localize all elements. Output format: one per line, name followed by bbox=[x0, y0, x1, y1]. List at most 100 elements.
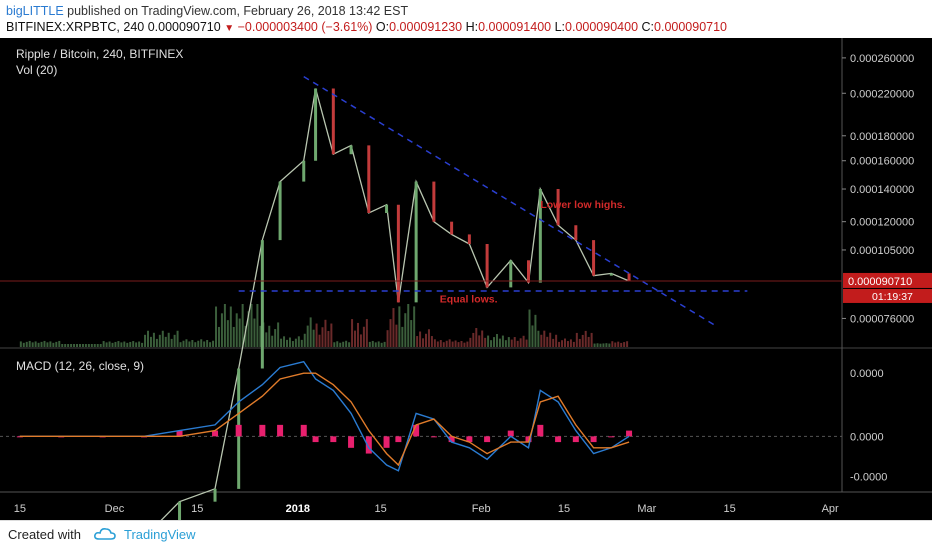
chart-canvas[interactable]: 15 Dec 15 2018 15 Feb 15 Mar 15 Apr 0.000260000 0.0… bbox=[0, 38, 932, 551]
macd-histogram-bar bbox=[430, 436, 437, 438]
volume-bar bbox=[605, 343, 608, 347]
time-tick-label: 15 bbox=[723, 503, 735, 515]
volume-bar bbox=[339, 342, 342, 347]
volume-bar bbox=[425, 333, 427, 347]
macd-histogram-bar bbox=[212, 430, 219, 437]
volume-bar bbox=[191, 339, 194, 347]
author-link[interactable]: bigLITTLE bbox=[6, 4, 64, 18]
macd-histogram-bar bbox=[608, 436, 615, 438]
volume-bar bbox=[549, 332, 552, 347]
volume-bar bbox=[558, 341, 561, 347]
volume-bar bbox=[212, 340, 215, 347]
volume-bar bbox=[513, 337, 516, 347]
open-value: 0.000091230 bbox=[389, 20, 463, 34]
volume-bar bbox=[161, 330, 164, 347]
volume-bar bbox=[617, 341, 620, 347]
volume-bar bbox=[271, 335, 274, 347]
volume-bar bbox=[590, 332, 593, 347]
low-label: L: bbox=[554, 20, 566, 34]
time-tick-label: Apr bbox=[822, 503, 839, 515]
volume-bar bbox=[226, 320, 229, 347]
volume-bar bbox=[147, 330, 149, 347]
high-label: H: bbox=[465, 20, 479, 34]
time-tick-label: Dec bbox=[105, 503, 125, 515]
volume-bar bbox=[93, 344, 96, 347]
volume-bar bbox=[460, 341, 463, 347]
volume-bar bbox=[324, 319, 327, 347]
macd-histogram-bar bbox=[448, 436, 455, 443]
volume-bar bbox=[555, 334, 558, 347]
price-tick-label: 0.000180000 bbox=[850, 131, 914, 143]
symbol-line: BITFINEX:XRPBTC, 240 0.000090710 ▼ −0.00… bbox=[6, 20, 727, 34]
volume-bar bbox=[433, 339, 436, 347]
volume-bar bbox=[439, 340, 442, 347]
volume-bar bbox=[430, 336, 433, 347]
annotation-lower-highs: Lower low highs. bbox=[540, 199, 625, 211]
price-tick-label: 0.000260000 bbox=[850, 53, 914, 65]
volume-bar bbox=[564, 338, 566, 347]
volume-bar bbox=[362, 326, 365, 347]
volume-bar bbox=[87, 344, 90, 347]
time-tick-label: 15 bbox=[191, 503, 203, 515]
volume-bar bbox=[46, 342, 49, 347]
volume-bar bbox=[510, 339, 513, 347]
volume-bar bbox=[22, 342, 25, 347]
volume-bar bbox=[280, 338, 283, 347]
volume-bar bbox=[291, 341, 294, 347]
volume-bar bbox=[259, 325, 262, 347]
open-label: O: bbox=[375, 20, 390, 34]
macd-histogram-bar bbox=[525, 436, 532, 443]
tradingview-logo[interactable]: TradingView bbox=[124, 527, 196, 542]
volume-bar bbox=[164, 336, 167, 347]
volume-bar bbox=[516, 340, 519, 347]
volume-bar bbox=[238, 318, 241, 347]
volume-bar bbox=[309, 317, 312, 347]
macd-histogram-bar bbox=[365, 436, 372, 454]
volume-bar bbox=[336, 341, 339, 347]
last-price-badge bbox=[843, 272, 932, 288]
volume-bar bbox=[155, 338, 158, 347]
volume-bar bbox=[129, 341, 132, 347]
volume-bar bbox=[330, 323, 333, 347]
volume-bar bbox=[531, 325, 534, 347]
volume-bar bbox=[277, 322, 280, 347]
volume-bar bbox=[552, 338, 555, 347]
volume-bar bbox=[599, 343, 602, 347]
volume-bar bbox=[247, 311, 250, 347]
volume-bar bbox=[114, 341, 117, 347]
macd-histogram-bar bbox=[383, 436, 390, 448]
volume-bar bbox=[611, 341, 614, 347]
chart-area[interactable]: 15 Dec 15 2018 15 Feb 15 Mar 15 Apr 0.000260000 0.0… bbox=[0, 38, 932, 551]
volume-bar bbox=[534, 314, 537, 347]
macd-histogram-bar bbox=[572, 436, 579, 443]
volume-bar bbox=[194, 342, 197, 347]
volume-bar bbox=[359, 334, 362, 347]
low-value: 0.000090400 bbox=[565, 20, 639, 34]
volume-bar bbox=[448, 339, 451, 347]
volume-bar bbox=[108, 341, 111, 347]
time-tick-label: 2018 bbox=[286, 503, 310, 515]
volume-bar bbox=[152, 332, 155, 347]
macd-histogram-bar bbox=[537, 424, 544, 437]
volume-bar bbox=[52, 342, 55, 347]
volume-bar bbox=[105, 342, 108, 347]
volume-bar bbox=[256, 304, 259, 347]
publish-line: bigLITTLE published on TradingView.com, … bbox=[6, 4, 408, 18]
volume-bar bbox=[67, 344, 70, 347]
volume-bar bbox=[602, 343, 605, 347]
volume-bar bbox=[356, 322, 359, 347]
volume-bar bbox=[507, 337, 510, 347]
last-price: 0.000090710 bbox=[147, 20, 221, 34]
volume-bar bbox=[333, 342, 336, 347]
volume-bar bbox=[374, 342, 377, 347]
macd-histogram-bar bbox=[484, 436, 491, 443]
time-tick-label: 15 bbox=[558, 503, 570, 515]
macd-tick-label: 0.0000 bbox=[850, 431, 884, 443]
last-price-badge-label: 0.000090710 bbox=[848, 276, 912, 288]
volume-indicator-label: Vol (20) bbox=[16, 63, 57, 77]
macd-histogram-bar bbox=[626, 430, 633, 437]
macd-pane-title: MACD (12, 26, close, 9) bbox=[16, 359, 144, 373]
volume-bar bbox=[626, 341, 629, 347]
volume-bar bbox=[170, 338, 173, 347]
volume-bar bbox=[342, 341, 345, 347]
